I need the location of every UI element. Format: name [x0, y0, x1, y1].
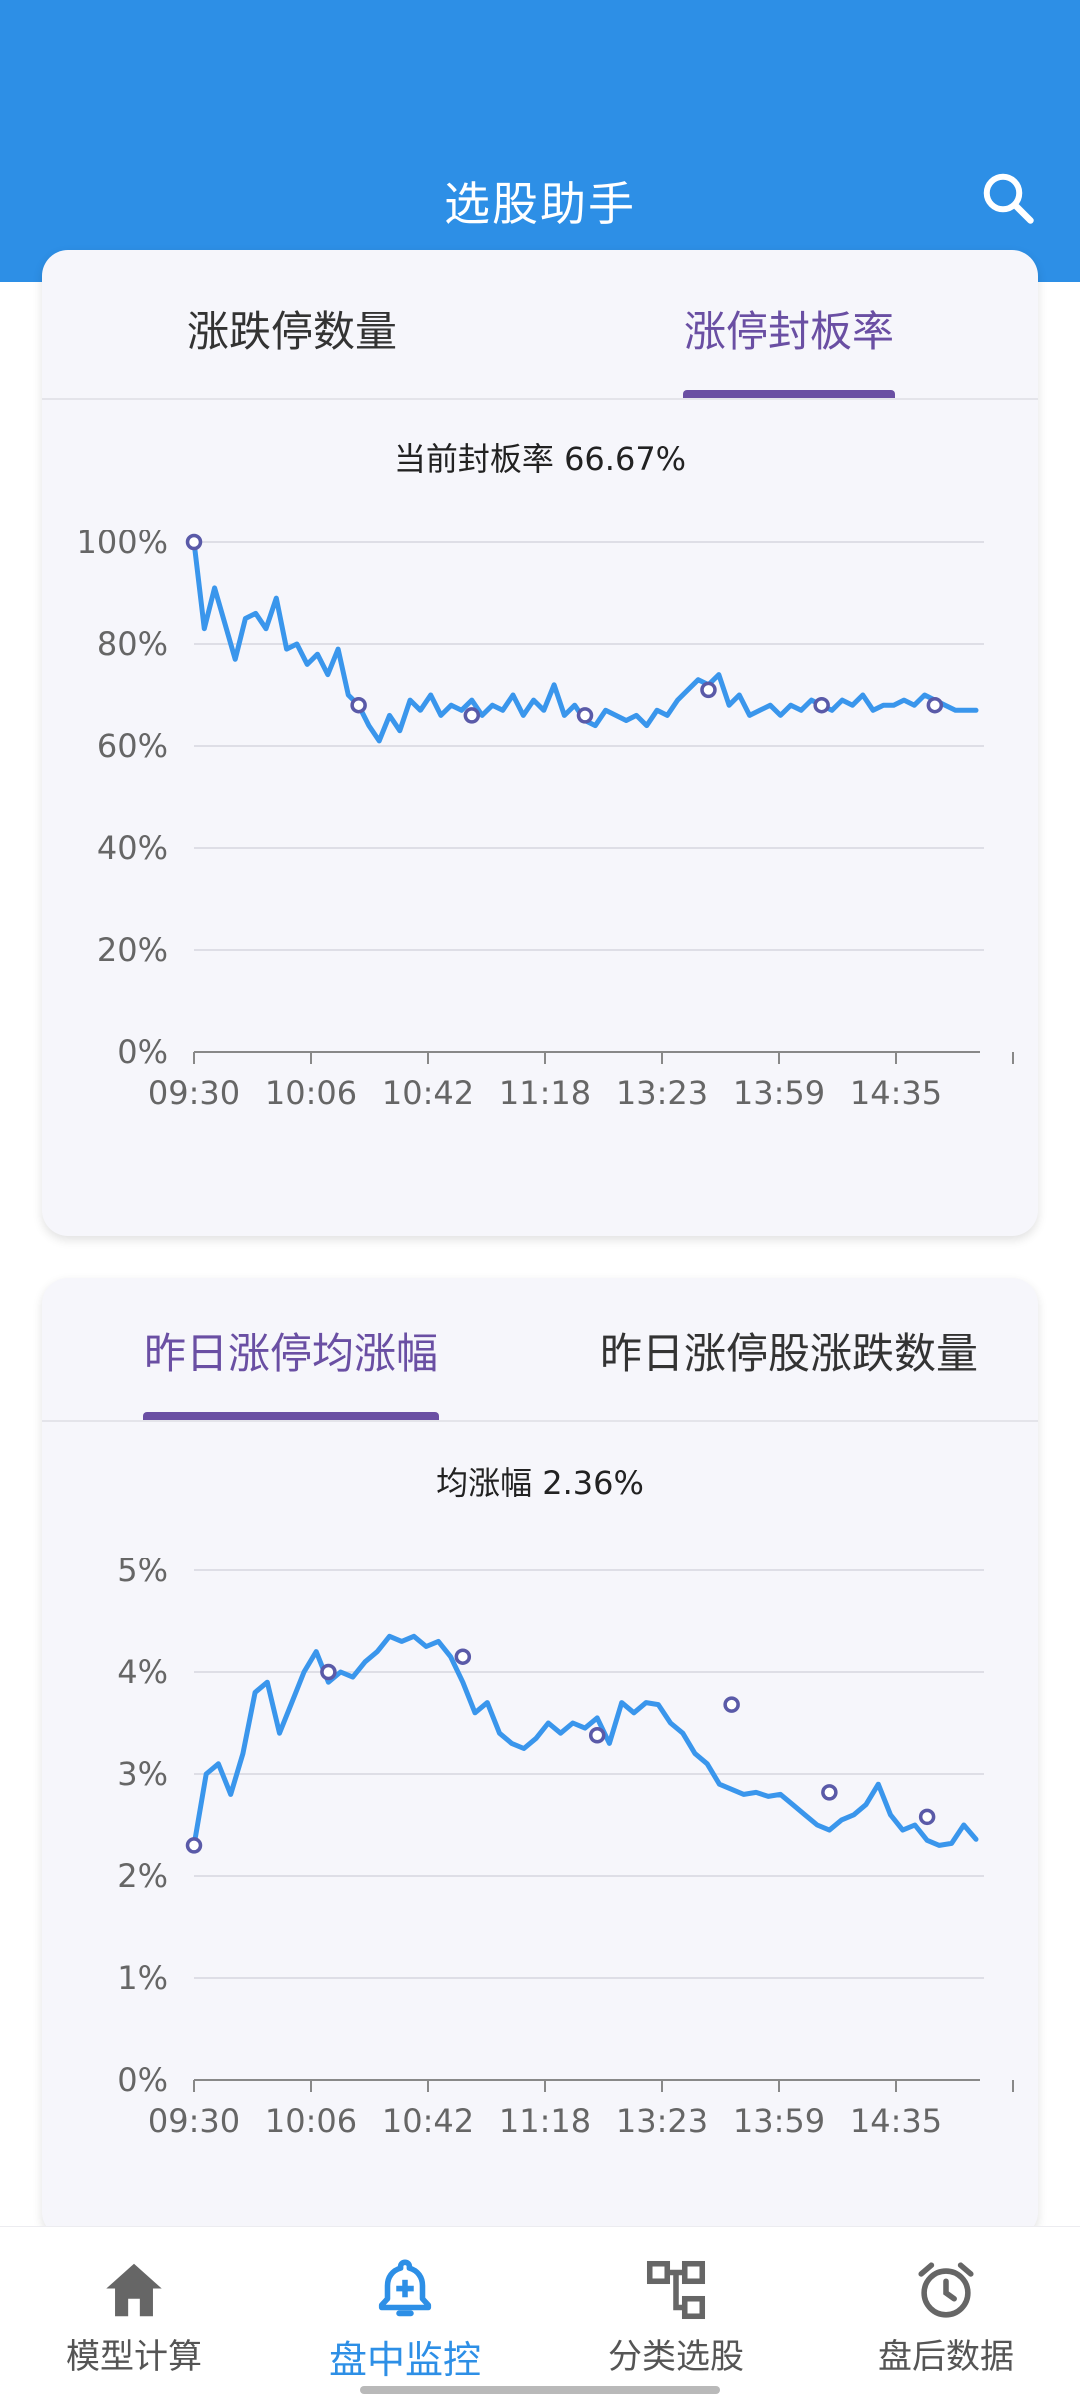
data-point-marker	[576, 707, 594, 724]
tab-yesterday-limit-up-count[interactable]: 昨日涨停股涨跌数量	[600, 1329, 979, 1378]
home-icon	[106, 2263, 162, 2317]
series-line	[191, 1633, 979, 1848]
tab-divider	[42, 398, 1038, 400]
x-tick-label: 11:18	[499, 1074, 591, 1112]
category-icon	[646, 2260, 706, 2320]
active-tab-indicator	[143, 1412, 439, 1420]
x-tick-label: 10:06	[265, 2102, 357, 2140]
y-tick-label: 60%	[97, 727, 168, 765]
home-gesture-bar	[360, 2386, 720, 2394]
bottom-navigation: 模型计算 盘中监控 分类选股 盘后数据	[0, 2226, 1080, 2401]
data-point-marker	[723, 1696, 740, 1713]
x-tick-label: 14:35	[850, 2102, 942, 2140]
y-tick-label: 0%	[117, 2061, 168, 2099]
bell-plus-icon	[378, 2259, 432, 2317]
x-tick-label: 13:59	[733, 1074, 825, 1112]
nav-label: 盘中监控	[328, 2338, 481, 2382]
x-tick-label: 13:23	[616, 2102, 708, 2140]
y-tick-label: 20%	[97, 931, 168, 969]
x-tick-label: 10:42	[382, 1074, 474, 1112]
avg-gain-line-chart: 0% 1% 2% 3% 4% 5% 09:30 10:06 10:42 11:18 13:23 13:…	[117, 1558, 1014, 2140]
x-tick-label: 13:59	[733, 2102, 825, 2140]
tab-limit-up-down-count[interactable]: 涨跌停数量	[187, 307, 398, 356]
avg-gain-card: 昨日涨停均涨幅 昨日涨停股涨跌数量 均涨幅 2.36% 0% 1% 2% 3% 4% 5%…	[42, 1278, 1038, 2238]
app-title: 选股助手	[444, 177, 636, 231]
x-tick-label: 10:42	[382, 2102, 474, 2140]
data-point-marker	[350, 696, 367, 714]
nav-label: 盘后数据	[878, 2337, 1014, 2377]
y-tick-label: 4%	[117, 1653, 168, 1691]
tab-limit-seal-rate[interactable]: 涨停封板率	[684, 307, 895, 356]
data-point-marker	[463, 707, 481, 724]
x-tick-label: 14:35	[850, 1074, 942, 1112]
y-tick-label: 1%	[117, 1959, 168, 1997]
x-tick-label: 09:30	[148, 2102, 240, 2140]
nav-item-after-close-data[interactable]: 盘后数据	[846, 2255, 1046, 2378]
x-tick-label: 11:18	[499, 2102, 591, 2140]
tab-divider	[42, 1420, 1038, 1422]
nav-item-intraday-monitor[interactable]: 盘中监控	[305, 2255, 505, 2384]
nav-item-category-pick[interactable]: 分类选股	[576, 2255, 776, 2378]
limit-seal-rate-card: 涨跌停数量 涨停封板率 当前封板率 66.67% 0% 20% 40% 60% 80% 1…	[42, 250, 1038, 1236]
nav-item-model-calc[interactable]: 模型计算	[34, 2255, 234, 2378]
data-point-marker	[918, 1808, 936, 1826]
y-tick-label: 3%	[117, 1755, 168, 1793]
card2-tab-bar: 昨日涨停均涨幅 昨日涨停股涨跌数量	[42, 1278, 1038, 1420]
data-point-marker	[454, 1648, 472, 1665]
avg-gain-caption: 均涨幅 2.36%	[436, 1464, 644, 1502]
y-tick-label: 0%	[117, 1033, 168, 1071]
search-icon	[983, 173, 1034, 224]
tab-yesterday-limit-up-avg-gain[interactable]: 昨日涨停均涨幅	[144, 1329, 439, 1378]
active-tab-indicator	[683, 390, 895, 398]
data-point-marker	[320, 1663, 337, 1681]
nav-label: 模型计算	[66, 2337, 202, 2377]
alarm-clock-icon	[918, 2262, 974, 2318]
data-point-marker	[700, 681, 717, 699]
seal-rate-line-chart: 0% 20% 40% 60% 80% 100% 09:30 10:06 10:42 11:18 13…	[77, 530, 1014, 1112]
data-point-marker	[821, 1784, 838, 1801]
x-tick-label: 13:23	[616, 1074, 708, 1112]
y-tick-label: 2%	[117, 1857, 168, 1895]
data-point-marker	[588, 1726, 606, 1744]
y-tick-label: 80%	[97, 625, 168, 663]
x-tick-label: 10:06	[265, 1074, 357, 1112]
x-tick-label: 09:30	[148, 1074, 240, 1112]
card1-tab-bar: 涨跌停数量 涨停封板率	[42, 250, 1038, 398]
data-point-marker	[813, 696, 830, 714]
data-point-marker	[185, 533, 203, 551]
y-tick-label: 5%	[117, 1558, 168, 1589]
y-tick-label: 40%	[97, 829, 168, 867]
data-point-marker	[185, 1837, 203, 1854]
app-bar: 选股助手	[0, 0, 1080, 282]
nav-label: 分类选股	[608, 2337, 744, 2377]
data-point-marker	[926, 696, 944, 714]
seal-rate-caption: 当前封板率 66.67%	[393, 440, 687, 478]
search-button[interactable]	[976, 166, 1040, 230]
y-tick-label: 100%	[77, 530, 168, 561]
